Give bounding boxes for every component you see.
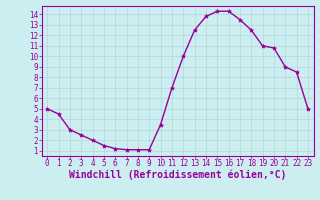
X-axis label: Windchill (Refroidissement éolien,°C): Windchill (Refroidissement éolien,°C) — [69, 170, 286, 180]
